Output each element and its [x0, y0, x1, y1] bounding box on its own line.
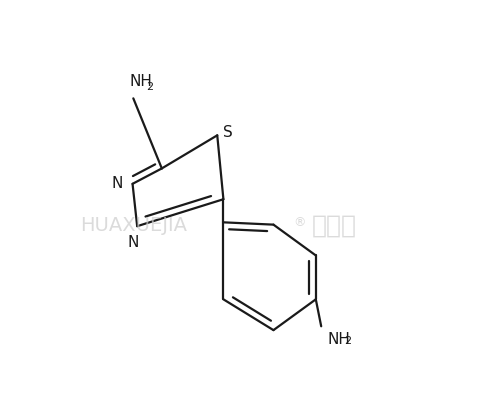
Text: N: N	[112, 176, 123, 191]
Text: N: N	[128, 236, 139, 250]
Text: 化学加: 化学加	[311, 213, 356, 238]
Text: NH: NH	[327, 333, 350, 347]
Text: 2: 2	[344, 335, 351, 346]
Text: ®: ®	[293, 216, 305, 229]
Text: HUAXUEJIA: HUAXUEJIA	[80, 216, 187, 235]
Text: 2: 2	[146, 82, 153, 92]
Text: S: S	[224, 125, 233, 140]
Text: NH: NH	[130, 74, 152, 89]
